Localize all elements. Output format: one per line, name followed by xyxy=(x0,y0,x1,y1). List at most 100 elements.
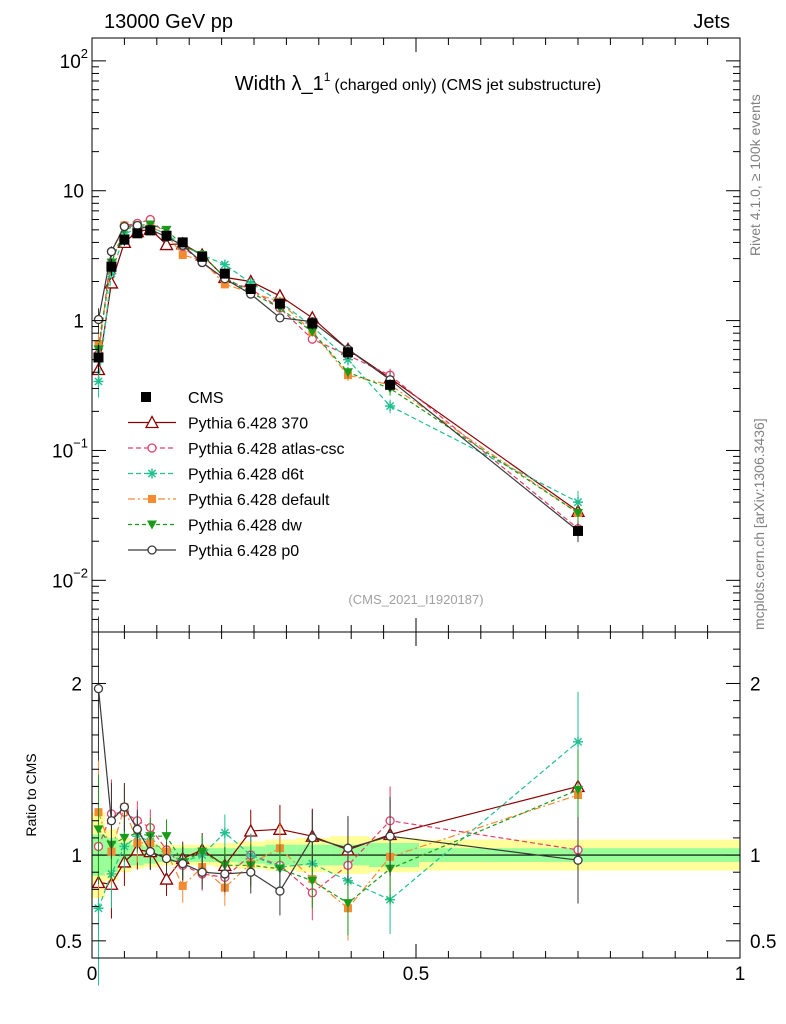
legend-label: Pythia 6.428 d6t xyxy=(188,467,304,484)
legend-marker xyxy=(148,495,156,503)
y-tick-base: 1 xyxy=(73,312,84,333)
y-tick-label: 10−2 xyxy=(52,565,88,592)
ratio-panel: 2 2 1 1 0.5 0.5 Ratio to CMS xyxy=(23,616,776,986)
legend-label: CMS xyxy=(188,390,224,407)
y-tick-label: 1 xyxy=(73,312,84,333)
reference-point xyxy=(197,251,208,262)
ratio-y-tick-label-right: 0.5 xyxy=(750,932,776,953)
reference-point xyxy=(307,318,318,329)
ratio-point xyxy=(93,903,104,914)
series-point xyxy=(93,376,104,387)
series-line xyxy=(97,228,579,512)
series-1 xyxy=(93,214,583,542)
reference-point xyxy=(93,352,104,363)
ratio-point xyxy=(161,832,172,842)
legend-marker xyxy=(147,545,157,555)
legend-entry: Pythia 6.428 atlas-csc xyxy=(128,441,345,458)
chart-title: Width λ_11 (charged only) (CMS jet substr… xyxy=(235,70,601,95)
legend-marker xyxy=(147,468,157,479)
series-point xyxy=(161,225,172,235)
ratio-point xyxy=(93,825,104,835)
ratio-series-5 xyxy=(93,616,583,916)
y-tick-label: 10 xyxy=(63,182,84,203)
ratio-line xyxy=(97,794,579,910)
ratio-y-tick-label: 0.5 xyxy=(56,932,82,953)
chart-title-main: Width λ_1 xyxy=(235,73,324,95)
series-point xyxy=(159,237,174,251)
ratio-point xyxy=(307,876,318,886)
ratio-point xyxy=(307,833,317,843)
series-point xyxy=(342,354,353,365)
reference-point xyxy=(219,268,230,279)
series-point xyxy=(275,313,285,323)
series-4 xyxy=(93,220,583,523)
series-point xyxy=(573,508,583,518)
ratio-point xyxy=(219,827,230,838)
rivet-label: Rivet 4.1.0, ≥ 100k events xyxy=(747,94,763,256)
header-left: 13000 GeV pp xyxy=(104,11,233,33)
series-5 xyxy=(93,220,583,543)
mcplots-label: mcplots.cern.ch [arXiv:1306.3436] xyxy=(751,418,767,630)
y-tick-exp: −1 xyxy=(73,435,88,450)
reference-point xyxy=(161,230,172,241)
series-point xyxy=(93,314,104,325)
series-line xyxy=(97,223,579,514)
series-point xyxy=(220,280,229,289)
ratio-point xyxy=(178,881,187,890)
series-3 xyxy=(94,221,582,523)
legend-marker xyxy=(141,392,151,402)
legend-entry: Pythia 6.428 p0 xyxy=(128,543,299,560)
ratio-point xyxy=(246,867,256,877)
ratio-y-tick-label: 1 xyxy=(71,846,82,867)
reference-point xyxy=(132,228,143,239)
series-2 xyxy=(93,221,583,517)
series-line xyxy=(97,218,579,530)
ratio-point xyxy=(573,736,583,747)
series-point xyxy=(119,221,130,232)
reference-point xyxy=(177,237,188,248)
legend-marker xyxy=(147,443,157,453)
reference-point xyxy=(274,298,285,309)
ratio-line xyxy=(98,789,579,904)
ratio-point xyxy=(159,871,174,885)
legend-marker xyxy=(147,520,157,530)
header-right: Jets xyxy=(693,11,730,33)
ratio-point xyxy=(573,785,583,795)
series-line xyxy=(97,224,579,532)
ratio-point xyxy=(93,683,104,694)
y-tick-base: 10 xyxy=(52,441,73,462)
series-line xyxy=(97,224,579,514)
legend-entry: Pythia 6.428 default xyxy=(128,492,330,509)
reference-point xyxy=(119,234,130,245)
ratio-point xyxy=(220,869,230,879)
series-point xyxy=(132,220,143,231)
y-tick-exp: 2 xyxy=(81,46,88,61)
y-tick-label: 102 xyxy=(60,46,88,73)
ratio-y-tick-label-right: 2 xyxy=(750,674,761,695)
reference-point xyxy=(385,379,396,390)
x-tick-label: 0.5 xyxy=(403,964,429,985)
legend-label: Pythia 6.428 p0 xyxy=(188,543,299,560)
y-tick-exp: −2 xyxy=(73,565,88,580)
legend-label: Pythia 6.428 atlas-csc xyxy=(188,441,345,458)
ratio-point xyxy=(132,824,143,834)
series-point xyxy=(245,277,256,288)
series-point xyxy=(178,250,187,259)
ratio-point xyxy=(178,858,188,869)
series-point xyxy=(307,327,318,337)
ratio-point xyxy=(342,899,353,909)
ratio-point xyxy=(343,843,353,853)
ratio-y-tick-label: 2 xyxy=(71,674,82,695)
ratio-axis-label: Ratio to CMS xyxy=(23,753,39,836)
ratio-point xyxy=(197,847,208,857)
ratio-point xyxy=(161,853,172,864)
ratio-point xyxy=(119,802,130,812)
series-point xyxy=(342,368,353,378)
reference-series xyxy=(93,225,583,537)
ratio-y-tick-label-right: 1 xyxy=(750,846,761,867)
legend-marker xyxy=(144,415,160,429)
reference-point xyxy=(342,347,353,358)
reference-point xyxy=(106,261,117,272)
